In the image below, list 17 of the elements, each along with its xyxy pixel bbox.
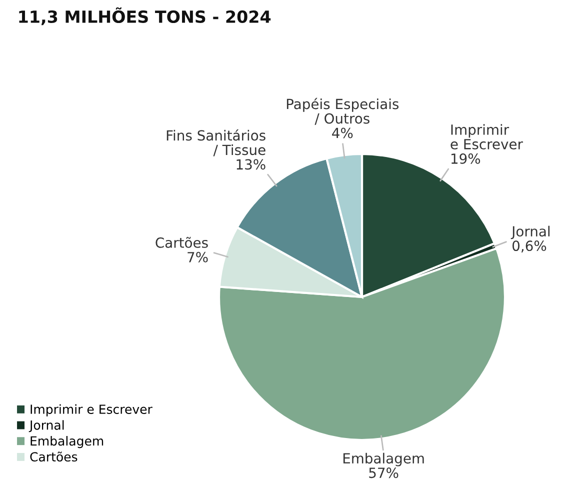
data-label: 57% xyxy=(369,468,398,478)
slice-label: Jornal xyxy=(510,226,550,240)
data-label: 4% xyxy=(332,128,353,138)
chart-title: 11,3 MILHÕES TONS - 2024 xyxy=(19,7,271,26)
data-label: 13% xyxy=(236,159,266,170)
data-label: 19% xyxy=(451,153,480,164)
slice-label: Papéis Especiais / Outros xyxy=(286,98,399,125)
legend-label: Cartões xyxy=(30,452,78,462)
data-label: 7% xyxy=(188,252,208,262)
slice-label: Imprimir e Escrever xyxy=(450,124,523,150)
slice-label: Cartões xyxy=(156,236,208,248)
legend-label: Jornal xyxy=(28,420,64,432)
legend-label: Imprimir e Escrever xyxy=(30,404,152,416)
slice-label: Embalagem xyxy=(343,452,424,466)
data-label: 0,6% xyxy=(512,240,546,252)
slice-label: Fins Sanitários / Tissue xyxy=(166,129,266,156)
legend-label: Embalagem xyxy=(30,436,104,448)
